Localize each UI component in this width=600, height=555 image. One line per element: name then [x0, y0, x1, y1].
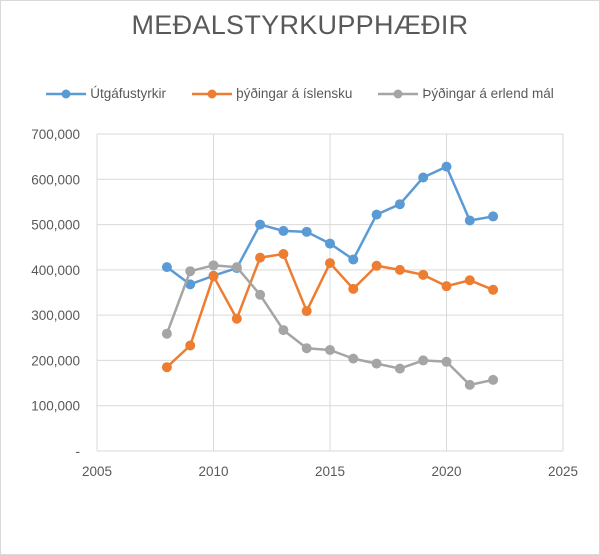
x-tick-label: 2025: [548, 464, 578, 479]
data-point: [394, 199, 405, 210]
y-tick-label: 200,000: [31, 353, 80, 368]
legend-item-thydingar-islensku: þýðingar á íslensku: [192, 86, 352, 101]
data-point: [371, 358, 382, 369]
data-point: [231, 262, 242, 273]
data-point: [394, 363, 405, 374]
y-tick-label: 400,000: [31, 263, 80, 278]
data-series: [161, 161, 499, 390]
data-point: [441, 281, 452, 292]
y-tick-label: -: [76, 444, 81, 459]
y-tick-label: 300,000: [31, 308, 80, 323]
data-point: [255, 289, 266, 300]
data-point: [161, 362, 172, 373]
data-point: [255, 252, 266, 263]
x-tick-label: 2005: [82, 464, 112, 479]
x-tick-label: 2015: [315, 464, 345, 479]
data-point: [464, 215, 475, 226]
x-tick-label: 2020: [431, 464, 461, 479]
x-axis-ticks: 2005 2010 2015 2020 2025: [82, 464, 578, 479]
data-point: [418, 355, 429, 366]
legend-item-thydingar-erlend: Þýðingar á erlend mál: [378, 86, 554, 101]
data-point: [325, 345, 335, 356]
data-point: [301, 343, 312, 354]
data-point: [348, 254, 359, 265]
data-point: [161, 328, 172, 339]
data-point: [488, 211, 499, 222]
series-1: [161, 249, 499, 373]
data-point: [185, 279, 196, 290]
data-point: [208, 271, 219, 282]
data-point: [371, 209, 382, 220]
data-point: [301, 306, 312, 317]
data-point: [488, 284, 499, 295]
data-point: [255, 219, 266, 230]
y-tick-label: 100,000: [31, 399, 80, 414]
data-point: [348, 353, 359, 364]
data-point: [394, 264, 405, 275]
legend-line-marker-icon: [192, 89, 233, 98]
data-point: [441, 161, 452, 172]
data-point: [301, 226, 312, 237]
data-point: [371, 260, 382, 271]
data-point: [278, 249, 289, 260]
data-point: [161, 262, 172, 273]
data-point: [208, 260, 219, 271]
data-point: [418, 269, 429, 280]
y-axis-ticks: - 100,000 200,000 300,000 400,000 500,000 600,…: [31, 127, 80, 459]
data-point: [231, 313, 242, 324]
legend-label: Útgáfustyrkir: [90, 86, 167, 101]
data-point: [278, 225, 289, 236]
data-point: [418, 172, 429, 183]
legend-label: þýðingar á íslensku: [236, 86, 353, 101]
data-point: [325, 258, 335, 269]
data-point: [185, 340, 196, 351]
legend-item-utgafustyrkir: Útgáfustyrkir: [46, 86, 166, 101]
legend-line-marker-icon: [46, 89, 87, 98]
chart-legend: Útgáfustyrkir þýðingar á íslensku Þýðing…: [0, 86, 600, 101]
series-2: [161, 260, 499, 390]
data-point: [488, 374, 499, 385]
y-tick-label: 700,000: [31, 127, 80, 142]
legend-label: Þýðingar á erlend mál: [422, 86, 554, 101]
legend-line-marker-icon: [378, 89, 419, 98]
chart-title: MEÐALSTYRKUPPHÆÐIR: [131, 10, 469, 40]
data-point: [464, 275, 475, 286]
data-point: [185, 266, 196, 277]
x-tick-label: 2010: [198, 464, 228, 479]
y-tick-label: 500,000: [31, 218, 80, 233]
data-point: [464, 379, 475, 390]
data-point: [278, 325, 289, 336]
gridlines: [96, 133, 564, 452]
data-point: [348, 283, 359, 294]
data-point: [325, 238, 335, 249]
y-tick-label: 600,000: [31, 172, 80, 187]
data-point: [441, 356, 452, 367]
